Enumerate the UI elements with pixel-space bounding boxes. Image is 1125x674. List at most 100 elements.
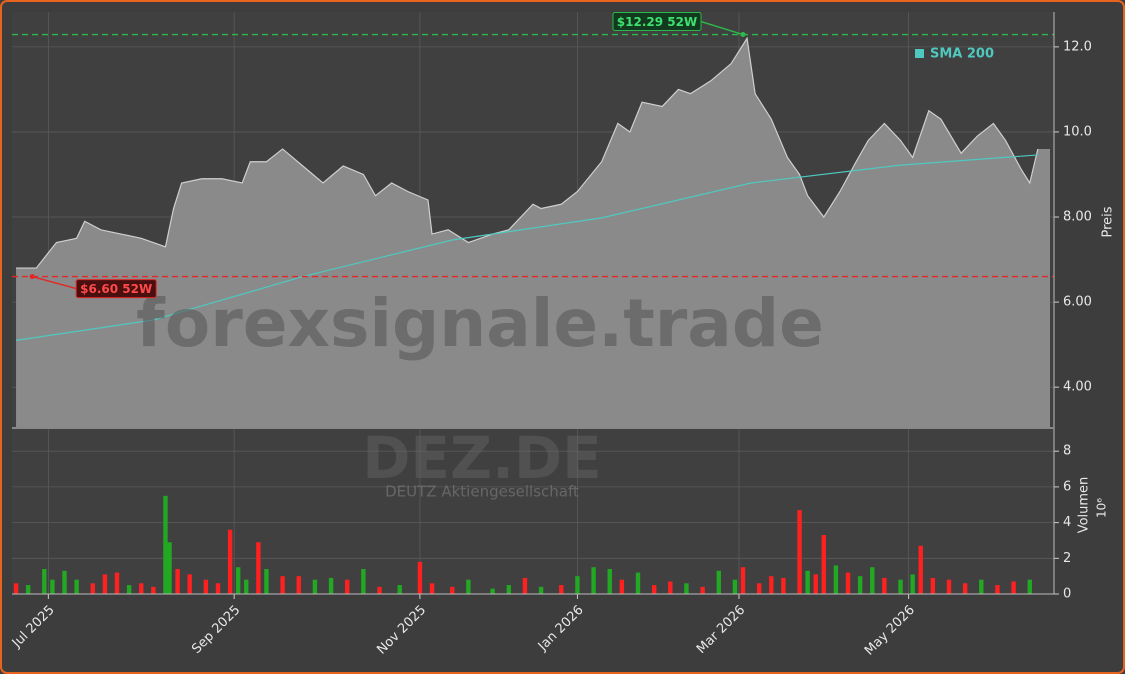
volume-bar (833, 565, 839, 594)
volume-bar (215, 583, 221, 594)
volume-bar (244, 579, 249, 594)
volume-bar (490, 588, 495, 594)
volume-bar (42, 569, 47, 594)
volume-bar (619, 579, 625, 594)
volume-bar (845, 572, 851, 594)
annotation-arrowhead (29, 274, 35, 280)
legend-label: SMA 200 (930, 47, 994, 62)
sma-line (15, 154, 1038, 341)
volume-bar (522, 577, 528, 594)
y2-tick-label: 2 (1063, 551, 1071, 566)
volume-bar (740, 567, 746, 594)
volume-bar (591, 567, 596, 594)
volume-bar (732, 579, 738, 594)
y-tick-label: 4.00 (1063, 380, 1092, 395)
volume-bar (870, 567, 875, 594)
volume-bar (13, 583, 19, 594)
volume-bar (126, 585, 132, 594)
volume-bar (635, 572, 641, 594)
volume-bar (139, 583, 144, 594)
volume-bar (918, 545, 923, 594)
volume-bar (946, 579, 952, 594)
volume-bar (1011, 581, 1016, 594)
volume-bar (857, 576, 863, 594)
volume-bar (175, 569, 180, 594)
volume-bar (700, 586, 705, 594)
volume-bar (821, 535, 826, 594)
volume-bar (187, 574, 192, 594)
volume-bar (559, 585, 564, 594)
volume-bar (429, 583, 435, 594)
y2-tick-label: 6 (1063, 479, 1071, 494)
volume-bar (769, 576, 774, 594)
annotation-arrow (31, 275, 77, 290)
volume-bar (345, 579, 350, 594)
volume-bar (312, 579, 318, 594)
volume-bar (264, 569, 269, 594)
volume-bar (813, 574, 818, 594)
volume-bar (328, 577, 334, 594)
volume-bar (506, 585, 511, 594)
volume-bar (962, 583, 968, 594)
volume-bar (377, 586, 382, 594)
volume-bar (930, 577, 936, 594)
volume-panel (12, 428, 1054, 594)
annotation-box (612, 12, 702, 32)
volume-bar (979, 579, 984, 594)
legend-swatch (915, 49, 924, 58)
y2-multiplier: 10⁶ (1095, 498, 1109, 518)
volume-bar (882, 577, 887, 594)
volume-bar (235, 567, 241, 594)
volume-bar (203, 579, 209, 594)
volume-bar (797, 510, 802, 594)
y-axis-label: Preis (1101, 206, 1116, 237)
volume-bar (102, 574, 108, 594)
volume-bar (805, 570, 810, 594)
y-tick-label: 8.00 (1063, 210, 1092, 225)
ticker-watermark: DEZ.DE (362, 424, 602, 492)
volume-bar (114, 572, 120, 594)
y-tick-label: 12.0 (1063, 39, 1092, 54)
volume-bar (684, 583, 689, 594)
price-line (16, 36, 1039, 269)
volume-bar (607, 569, 612, 594)
volume-bar (651, 585, 657, 594)
volume-bar (163, 495, 168, 594)
volume-bar (450, 586, 455, 594)
y2-tick-label: 8 (1063, 444, 1071, 459)
volume-bar (227, 529, 233, 594)
volume-bar (296, 576, 301, 594)
volume-bar (74, 579, 79, 594)
volume-bar (756, 583, 762, 594)
y2-tick-label: 4 (1063, 515, 1071, 530)
volume-bar (575, 576, 580, 594)
annotation-arrow (700, 20, 744, 36)
volume-bar (151, 586, 156, 594)
volume-bar (417, 561, 423, 594)
volume-bar (397, 585, 402, 594)
volume-bar (668, 581, 673, 594)
volume-bar (90, 583, 95, 594)
volume-bar (50, 579, 55, 594)
annotation-label: $12.29 52W (617, 15, 697, 29)
annotation-arrowhead (740, 32, 746, 38)
company-watermark: DEUTZ Aktiengesellschaft (385, 483, 579, 501)
volume-bar (910, 574, 915, 594)
price-area (16, 38, 1050, 428)
volume-bar (538, 586, 544, 594)
volume-bar (781, 577, 786, 594)
volume-bar (361, 569, 366, 594)
volume-bar (62, 570, 67, 594)
volume-bar (466, 579, 471, 594)
y-tick-label: 10.0 (1063, 124, 1092, 139)
y2-tick-label: 0 (1063, 587, 1071, 602)
volume-bar (716, 570, 721, 594)
volume-bar (898, 579, 903, 594)
y2-axis-label: Volumen (1077, 477, 1092, 534)
volume-bar (1027, 579, 1032, 594)
annotation-box (75, 279, 157, 299)
y-tick-label: 6.00 (1063, 295, 1092, 310)
annotation-label: $6.60 52W (80, 282, 152, 296)
